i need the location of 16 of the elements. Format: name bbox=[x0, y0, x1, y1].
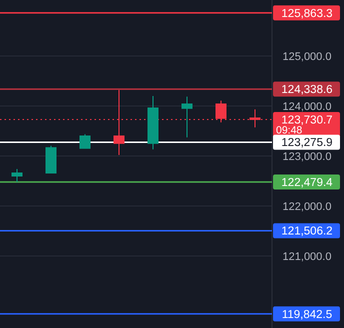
ref-line-label: 125,863.3 bbox=[281, 8, 333, 20]
ref-line-label: 123,730.7 bbox=[281, 114, 333, 126]
y-tick-label: 123,000.0 bbox=[282, 150, 332, 163]
ref-line-label: 121,506.2 bbox=[281, 226, 333, 238]
candlestick bbox=[80, 134, 90, 149]
candlestick bbox=[12, 168, 22, 182]
y-tick-label: 121,000.0 bbox=[282, 250, 332, 263]
ref-line-label: 119,842.5 bbox=[282, 308, 332, 321]
ref-line-label: 124,338.6 bbox=[281, 84, 333, 96]
y-tick-label: 122,000.0 bbox=[282, 200, 332, 213]
text: 09:48 bbox=[276, 124, 302, 137]
ref-line-label: 122,479.4 bbox=[281, 177, 334, 190]
y-tick-label: 125,000.0 bbox=[282, 50, 332, 63]
y-tick-label: 124,000.0 bbox=[282, 100, 332, 113]
candlestick bbox=[182, 96, 192, 138]
ref-line-label: 123,275.9 bbox=[281, 137, 333, 150]
